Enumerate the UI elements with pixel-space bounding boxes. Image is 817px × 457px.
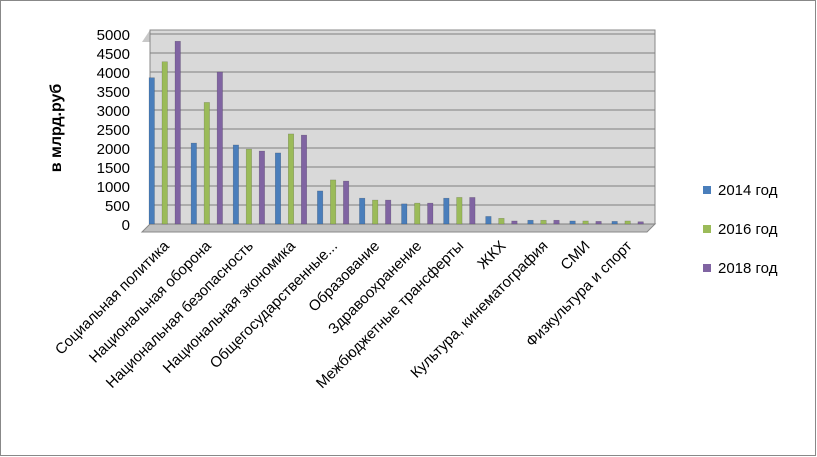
bar xyxy=(511,220,518,225)
bar xyxy=(258,150,265,225)
bar xyxy=(203,102,210,225)
y-tick-label: 4500 xyxy=(97,46,130,63)
bar xyxy=(343,180,350,225)
legend-swatch xyxy=(703,186,711,194)
bar xyxy=(582,220,589,225)
bar xyxy=(485,216,492,225)
bar xyxy=(456,197,463,225)
legend-label: 2016 год xyxy=(718,221,778,238)
bar xyxy=(190,142,197,225)
y-tick-label: 0 xyxy=(122,217,130,234)
bar xyxy=(595,221,602,225)
bar xyxy=(359,197,366,225)
legend-label: 2018 год xyxy=(718,260,778,277)
bar xyxy=(540,219,547,225)
bar xyxy=(372,199,379,225)
bar xyxy=(498,218,505,225)
bar xyxy=(637,221,644,225)
y-axis-title: в млрд.руб xyxy=(48,84,65,173)
bar xyxy=(469,197,476,225)
plot-floor xyxy=(140,223,657,233)
plot-wall xyxy=(149,29,656,225)
bar xyxy=(317,190,324,225)
y-tick-label: 1500 xyxy=(97,160,130,177)
bar xyxy=(443,197,450,225)
y-tick-label: 5000 xyxy=(97,27,130,44)
bar xyxy=(401,203,408,225)
y-tick-label: 500 xyxy=(105,198,130,215)
bar xyxy=(232,144,239,225)
bar xyxy=(624,220,631,225)
y-tick-label: 3500 xyxy=(97,84,130,101)
y-tick-label: 2000 xyxy=(97,141,130,158)
y-tick-label: 3000 xyxy=(97,103,130,120)
bar xyxy=(414,202,421,225)
legend-swatch xyxy=(703,264,711,272)
y-tick-label: 4000 xyxy=(97,65,130,82)
bar xyxy=(174,40,181,225)
bar xyxy=(275,152,281,225)
bar xyxy=(527,219,534,225)
y-tick-label: 1000 xyxy=(97,179,130,196)
bar xyxy=(569,220,576,225)
bar xyxy=(288,133,294,225)
bar xyxy=(330,179,337,225)
bar xyxy=(148,77,155,225)
bar xyxy=(611,221,618,225)
legend-label: 2014 год xyxy=(718,182,778,199)
bar xyxy=(553,219,560,225)
bar xyxy=(301,134,307,225)
bar xyxy=(216,71,223,225)
bar xyxy=(245,148,252,225)
legend-swatch xyxy=(703,225,711,233)
y-tick-label: 2500 xyxy=(97,122,130,139)
bar xyxy=(427,202,434,225)
bar xyxy=(385,199,392,225)
bar xyxy=(161,61,168,225)
